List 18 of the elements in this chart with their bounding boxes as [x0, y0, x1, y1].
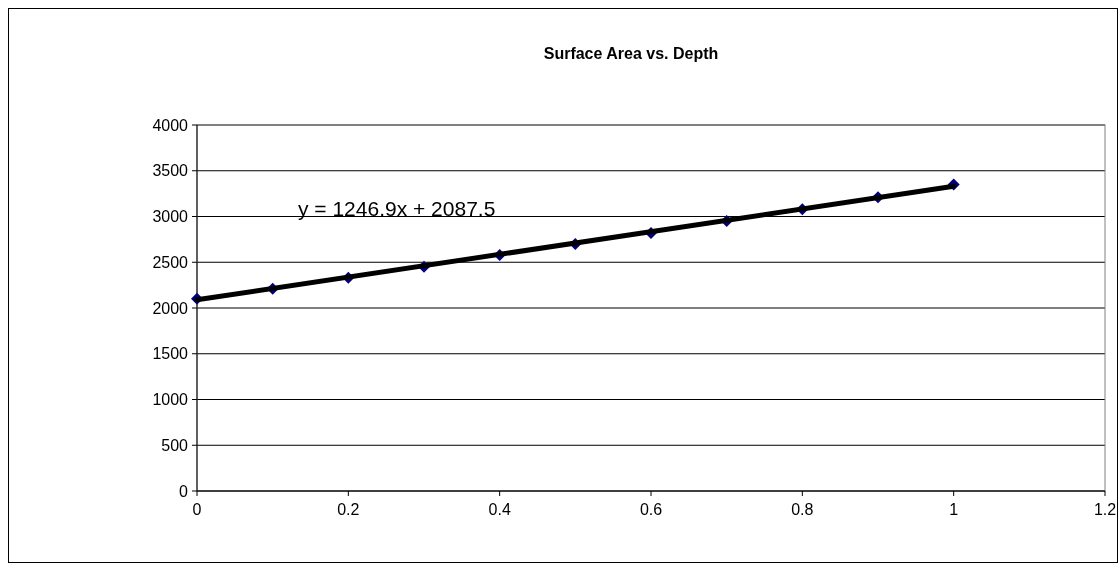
y-tick-label: 2500: [152, 253, 189, 271]
y-tick-label: 2000: [152, 299, 189, 317]
x-tick-label: 1.2: [1093, 501, 1117, 518]
y-tick-label: 3000: [152, 208, 189, 226]
x-tick-label: 0.8: [791, 501, 814, 518]
chart-title: Surface Area vs. Depth: [543, 45, 719, 62]
x-tick-label: 0.4: [488, 501, 511, 518]
y-tick-label: 1000: [152, 391, 189, 409]
y-tick-label: 500: [161, 436, 189, 454]
x-tick-label: 0.2: [337, 501, 360, 518]
annotation: y = 1246.9x + 2087.5: [298, 197, 496, 220]
y-tick-label: 4000: [152, 116, 189, 134]
y-tick-label: 0: [179, 482, 189, 500]
x-tick-label: 1: [949, 501, 959, 518]
x-tick-label: 0: [192, 501, 202, 518]
y-tick-label: 3500: [152, 162, 189, 180]
x-tick-label: 0.6: [639, 501, 663, 518]
y-tick-label: 1500: [152, 345, 189, 363]
